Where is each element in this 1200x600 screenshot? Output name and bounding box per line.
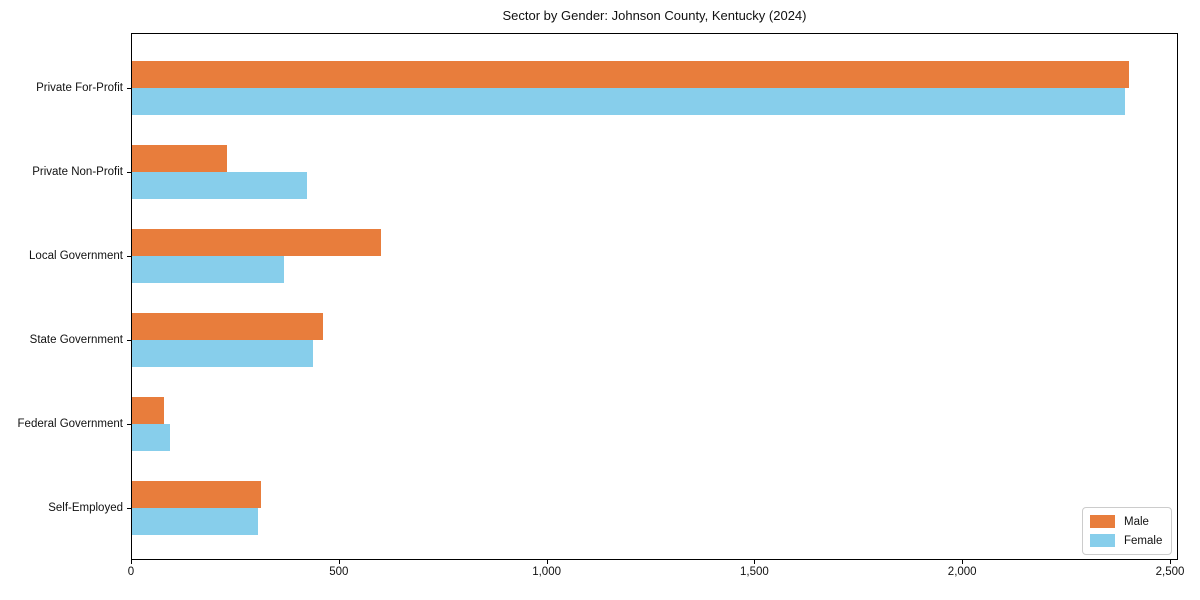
x-tick-mark [962, 560, 964, 564]
x-tick-label: 500 [329, 566, 349, 578]
legend-entry-female: Female [1090, 531, 1164, 550]
y-tick-label: Private For-Profit [36, 82, 123, 94]
bar-female-4 [132, 424, 170, 451]
x-tick-mark [338, 560, 340, 564]
bar-male-0 [132, 61, 1129, 88]
y-tick-label: Self-Employed [48, 502, 123, 514]
x-tick-label: 1,500 [740, 566, 769, 578]
x-tick-label: 2,000 [947, 566, 977, 578]
x-tick-mark [1170, 560, 1171, 564]
y-tick-mark [127, 508, 131, 509]
bar-male-3 [132, 313, 323, 340]
y-tick-label: State Government [29, 334, 123, 346]
y-tick-mark [127, 340, 131, 341]
y-tick-label: Federal Government [17, 418, 123, 430]
y-tick-label: Private Non-Profit [32, 166, 123, 178]
bar-male-1 [132, 145, 227, 172]
y-tick-mark [127, 424, 131, 425]
x-tick-mark [754, 560, 756, 564]
bar-female-5 [132, 508, 258, 535]
bar-male-2 [132, 229, 381, 256]
bar-female-3 [132, 340, 313, 367]
female-swatch-icon [1090, 534, 1115, 547]
y-tick-mark [127, 256, 131, 257]
bar-female-0 [132, 88, 1125, 115]
legend-label-male: Male [1124, 515, 1149, 528]
bar-male-5 [132, 481, 261, 508]
y-tick-mark [127, 88, 131, 89]
bar-female-1 [132, 172, 307, 199]
chart-title: Sector by Gender: Johnson County, Kentuc… [502, 8, 807, 23]
x-tick-label: 2,500 [1155, 566, 1185, 578]
x-tick-mark [131, 560, 132, 564]
legend-entry-male: Male [1090, 512, 1164, 531]
y-tick-label: Local Government [29, 250, 123, 262]
x-tick-label: 1,000 [532, 566, 561, 578]
bar-female-2 [132, 256, 284, 283]
legend: Male Female [1082, 507, 1172, 555]
y-tick-mark [127, 172, 131, 173]
legend-label-female: Female [1124, 534, 1163, 547]
x-tick-mark [546, 560, 548, 564]
x-tick-label: 0 [127, 566, 135, 578]
plot-area [131, 33, 1178, 560]
bar-male-4 [132, 397, 164, 424]
male-swatch-icon [1090, 515, 1115, 528]
